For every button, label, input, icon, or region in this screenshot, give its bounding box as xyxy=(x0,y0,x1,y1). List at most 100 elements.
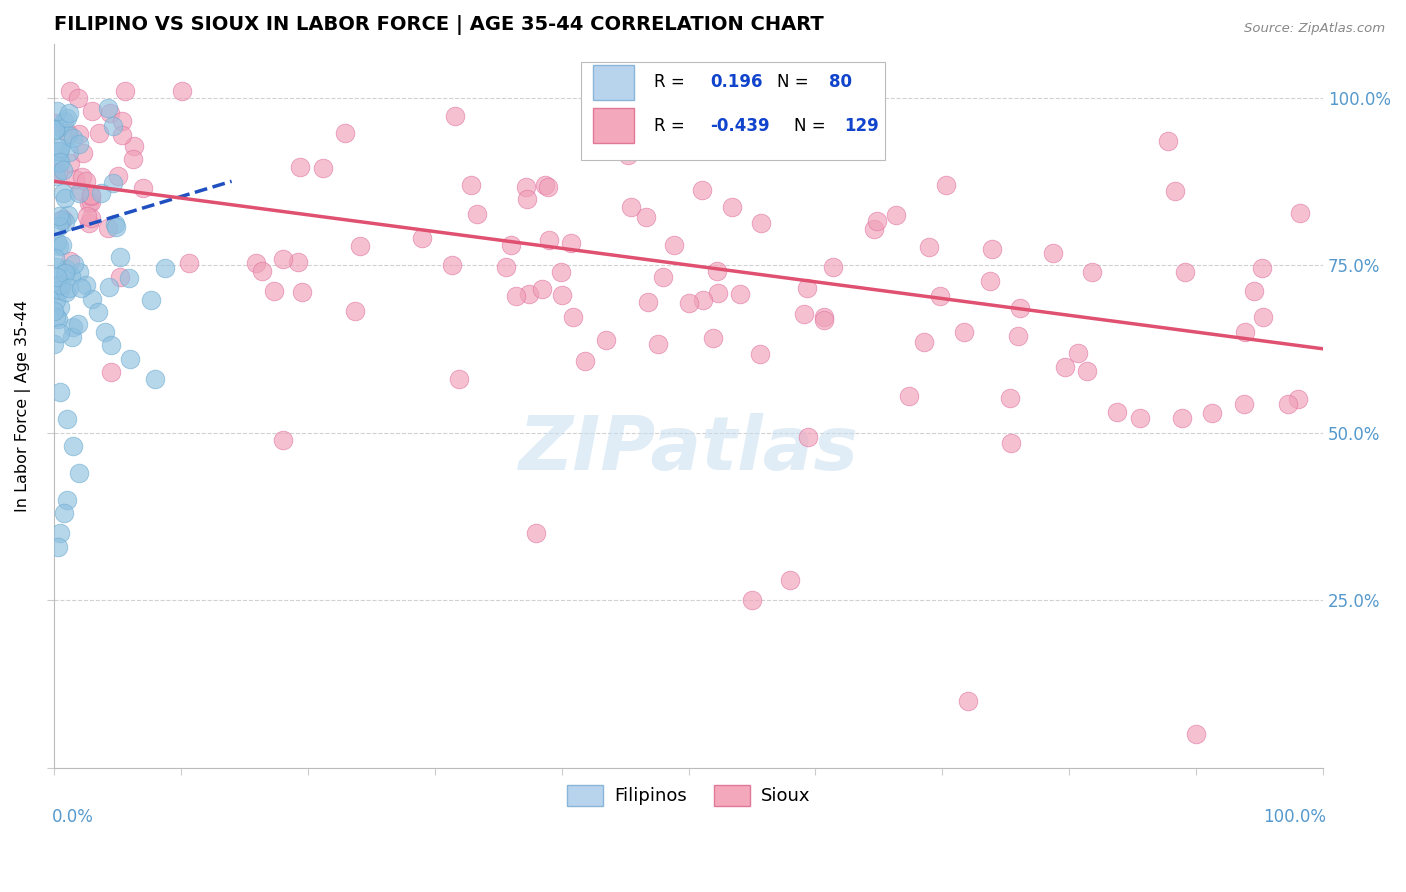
Point xyxy=(312,161,335,175)
Point xyxy=(67,136,90,151)
Point xyxy=(48,120,70,134)
Point xyxy=(1233,397,1256,411)
Point xyxy=(49,385,72,400)
Point xyxy=(1170,411,1192,425)
Point xyxy=(49,141,72,155)
Point xyxy=(70,184,93,198)
FancyBboxPatch shape xyxy=(593,65,634,100)
Point xyxy=(111,113,134,128)
Point xyxy=(58,208,80,222)
Text: 129: 129 xyxy=(845,117,879,135)
Point xyxy=(1008,301,1031,315)
FancyBboxPatch shape xyxy=(593,108,634,143)
Point xyxy=(440,258,463,272)
Point xyxy=(1286,392,1309,406)
Point xyxy=(562,310,585,324)
Point xyxy=(979,274,1001,288)
Point xyxy=(67,186,90,200)
Point xyxy=(100,365,122,379)
Point xyxy=(692,293,714,307)
Point xyxy=(62,130,84,145)
Text: Source: ZipAtlas.com: Source: ZipAtlas.com xyxy=(1244,22,1385,36)
Point xyxy=(87,126,110,140)
Point xyxy=(80,187,103,202)
Point xyxy=(678,295,700,310)
Point xyxy=(662,238,685,252)
Point xyxy=(1076,364,1098,378)
Point xyxy=(177,256,200,270)
Point xyxy=(928,289,950,303)
Point xyxy=(66,317,89,331)
Point xyxy=(245,256,267,270)
Point xyxy=(706,264,728,278)
Point xyxy=(67,466,90,480)
Point xyxy=(48,144,70,158)
Point xyxy=(145,372,167,386)
Point xyxy=(97,101,120,115)
Point xyxy=(98,280,121,294)
Text: 100.0%: 100.0% xyxy=(1263,807,1326,825)
Point xyxy=(499,238,522,252)
Legend: Filipinos, Sioux: Filipinos, Sioux xyxy=(560,778,817,813)
Point xyxy=(1157,134,1180,148)
Point xyxy=(779,573,801,587)
Point xyxy=(48,219,70,233)
Point xyxy=(524,526,547,541)
Point xyxy=(813,310,835,325)
Point xyxy=(53,114,76,128)
Point xyxy=(1243,284,1265,298)
Point xyxy=(80,189,103,203)
Point xyxy=(1053,360,1076,375)
Point xyxy=(884,208,907,222)
Point xyxy=(443,109,465,123)
Point xyxy=(52,186,75,200)
Point xyxy=(107,169,129,183)
Point xyxy=(495,260,517,274)
Point xyxy=(48,209,70,223)
Point xyxy=(250,264,273,278)
Point xyxy=(62,319,84,334)
Point xyxy=(80,103,103,118)
Point xyxy=(531,282,554,296)
Point xyxy=(935,178,957,192)
Point xyxy=(172,84,194,98)
Point xyxy=(749,216,772,230)
Point xyxy=(44,251,66,265)
Point xyxy=(59,84,82,98)
Point xyxy=(560,235,582,250)
Point xyxy=(956,694,979,708)
Point xyxy=(60,329,83,343)
Point xyxy=(647,337,669,351)
Point xyxy=(912,334,935,349)
Point xyxy=(516,192,538,206)
Point xyxy=(139,293,162,308)
Point xyxy=(105,220,128,235)
Point xyxy=(60,268,83,283)
Point xyxy=(70,281,93,295)
Point xyxy=(411,231,433,245)
Point xyxy=(46,103,69,118)
Point xyxy=(793,307,815,321)
Text: R =: R = xyxy=(654,73,685,91)
Point xyxy=(53,215,76,229)
Point xyxy=(550,265,572,279)
Point xyxy=(821,260,844,274)
Point xyxy=(67,128,90,142)
Point xyxy=(1067,346,1090,360)
Point xyxy=(77,196,100,211)
Point xyxy=(45,260,67,275)
Point xyxy=(1105,404,1128,418)
Point xyxy=(75,278,97,293)
Point xyxy=(52,211,75,226)
Point xyxy=(122,139,145,153)
Point xyxy=(344,304,367,318)
Point xyxy=(62,257,84,271)
Point xyxy=(291,285,314,300)
Point xyxy=(93,325,115,339)
Point xyxy=(263,284,285,298)
Point xyxy=(44,122,66,136)
Point xyxy=(67,90,90,104)
Point xyxy=(59,254,82,268)
Point xyxy=(120,351,142,366)
Point xyxy=(55,285,77,299)
